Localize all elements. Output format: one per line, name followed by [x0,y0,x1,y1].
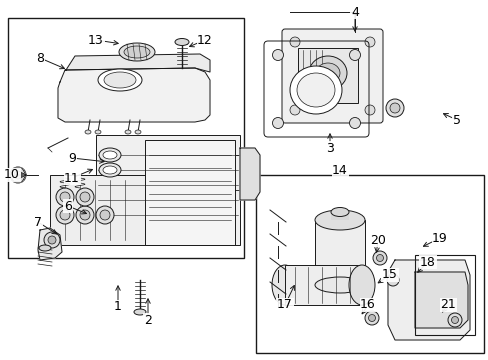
Circle shape [56,206,74,224]
Circle shape [364,105,374,115]
Ellipse shape [135,130,141,134]
Bar [414,255,474,335]
Bar [96,135,240,245]
Text: 21: 21 [439,298,455,311]
Bar [285,265,361,305]
Circle shape [60,192,70,202]
Circle shape [372,251,386,265]
Bar [50,175,150,245]
Circle shape [349,49,360,60]
Text: 10: 10 [4,168,20,181]
Text: 19: 19 [431,231,447,244]
Circle shape [44,232,60,248]
Text: 9: 9 [68,152,76,165]
Ellipse shape [330,207,348,216]
Circle shape [450,316,458,324]
Polygon shape [414,272,467,328]
Bar [330,212,348,220]
Ellipse shape [103,166,117,174]
Ellipse shape [119,43,155,61]
Circle shape [272,117,283,129]
Circle shape [368,315,375,321]
Circle shape [80,192,90,202]
Text: 11: 11 [64,171,80,184]
Text: 13: 13 [88,33,103,46]
Bar [8,18,244,258]
Circle shape [364,311,378,325]
Circle shape [96,206,114,224]
Ellipse shape [134,309,146,315]
Ellipse shape [85,130,91,134]
Text: 16: 16 [359,298,375,311]
Polygon shape [387,260,469,340]
Circle shape [385,99,403,117]
Circle shape [60,210,70,220]
Ellipse shape [308,56,346,90]
Polygon shape [10,168,26,182]
Text: 17: 17 [277,298,292,311]
Text: 12: 12 [197,33,212,46]
Circle shape [272,49,283,60]
Text: 2: 2 [144,314,152,327]
Circle shape [289,37,299,47]
Circle shape [48,236,56,244]
Bar [297,48,357,103]
Text: 5: 5 [452,113,460,126]
Polygon shape [38,228,62,260]
Text: 3: 3 [325,141,333,154]
Circle shape [76,206,94,224]
Ellipse shape [348,265,374,305]
Circle shape [10,167,26,183]
Polygon shape [240,148,260,200]
Ellipse shape [124,46,150,58]
Ellipse shape [103,151,117,159]
Text: 15: 15 [381,269,397,282]
Circle shape [389,103,399,113]
Ellipse shape [314,277,364,293]
Circle shape [364,37,374,47]
Bar [256,175,483,353]
Ellipse shape [99,148,121,162]
Text: 4: 4 [350,5,358,18]
FancyBboxPatch shape [282,29,382,123]
Bar [145,140,235,245]
Ellipse shape [125,130,131,134]
Ellipse shape [289,66,341,114]
Circle shape [349,117,360,129]
Polygon shape [65,54,209,72]
Circle shape [376,255,383,261]
Circle shape [76,188,94,206]
Ellipse shape [175,39,189,45]
Circle shape [56,188,74,206]
Bar [314,220,364,285]
Ellipse shape [315,63,339,83]
Ellipse shape [271,265,297,305]
Circle shape [447,313,461,327]
Circle shape [100,210,110,220]
Ellipse shape [95,130,101,134]
Polygon shape [58,68,209,122]
Circle shape [80,210,90,220]
Circle shape [14,171,22,179]
Text: 7: 7 [34,216,42,229]
Ellipse shape [314,210,364,230]
Ellipse shape [99,163,121,177]
Text: 14: 14 [331,163,347,176]
Circle shape [289,105,299,115]
Ellipse shape [39,245,51,251]
Ellipse shape [296,73,334,107]
Text: 1: 1 [114,301,122,314]
Text: 20: 20 [369,234,385,247]
Text: 8: 8 [36,51,44,64]
Ellipse shape [104,72,136,88]
Text: 18: 18 [419,256,435,269]
Text: 6: 6 [64,199,72,212]
Ellipse shape [98,69,142,91]
Circle shape [386,274,398,286]
